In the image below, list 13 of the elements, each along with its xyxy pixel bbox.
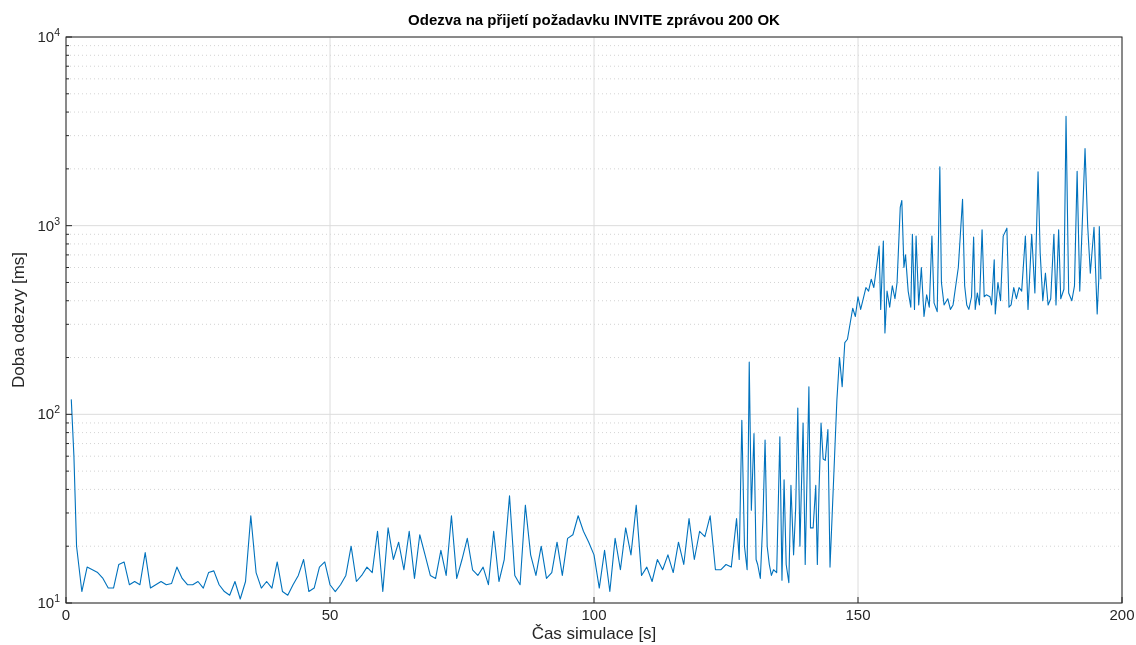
- chart-title: Odezva na přijetí požadavku INVITE zprávou 200 OK: [408, 11, 781, 28]
- y-tick-label: 10$^{1}$: [37, 592, 61, 611]
- y-axis-title: Doba odezvy [ms]: [9, 251, 28, 389]
- x-tick-label: 150: [845, 606, 871, 623]
- y-tick-label: 10$^{2}$: [37, 403, 61, 423]
- x-axis-title: Čas simulace [s]: [531, 624, 657, 643]
- x-tick-label: 100: [581, 606, 607, 623]
- y-tick-label: 10$^{3}$: [37, 214, 61, 234]
- y-tick-label: 10$^{4}$: [37, 26, 61, 45]
- line-series: [70, 115, 1102, 600]
- x-tick-label: 200: [1109, 606, 1135, 623]
- x-tick-label: 50: [321, 606, 339, 623]
- x-tick-label: 0: [61, 606, 71, 623]
